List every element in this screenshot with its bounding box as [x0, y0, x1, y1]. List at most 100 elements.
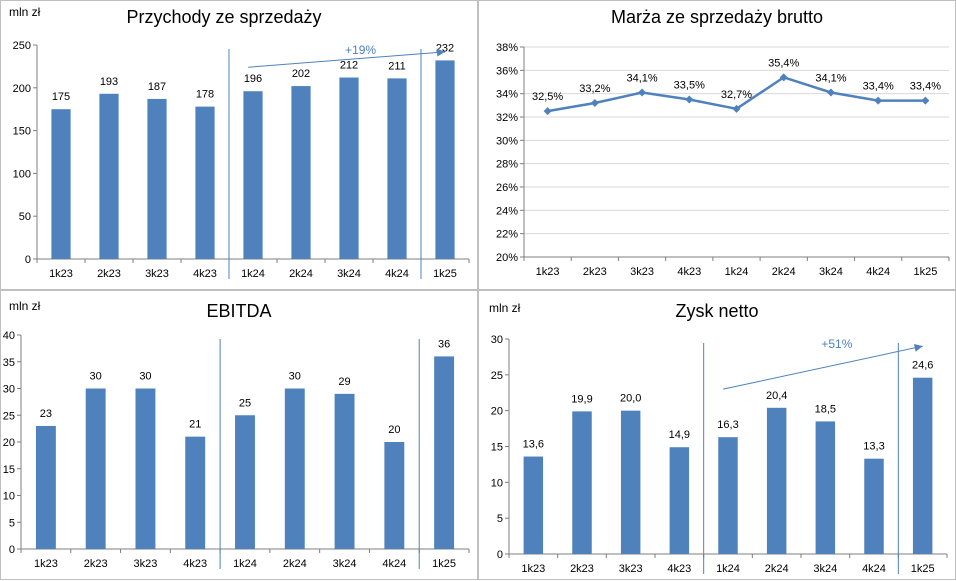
bar [85, 388, 106, 549]
data-label: 23 [40, 408, 52, 420]
y-tick-label: 20 [491, 406, 503, 418]
data-label: 211 [388, 60, 406, 72]
bar [434, 356, 455, 549]
data-label: 33,5% [674, 80, 705, 92]
y-axis-unit: mln zł [489, 301, 521, 315]
data-label: 16,3 [717, 419, 738, 431]
data-label: 30 [90, 371, 102, 383]
bar [135, 388, 156, 549]
bar [572, 411, 592, 554]
x-tick-label: 3k24 [333, 558, 357, 570]
gross-margin-chart-plot: 20% 22% 24% 26% 28% 30% 32% 34% 36% 38% 1k23 2k23 3k… [496, 42, 950, 278]
x-tick-label: 1k25 [913, 266, 937, 278]
bar [815, 421, 836, 554]
y-tick-label: 100 [13, 168, 31, 180]
bar [339, 77, 359, 259]
data-label: 33,2% [579, 83, 610, 95]
data-label: 25 [239, 397, 251, 409]
x-tick-label: 3k24 [819, 266, 843, 278]
data-label: 14,9 [669, 429, 690, 441]
y-tick-label: 24% [496, 205, 518, 217]
data-label: 33,4% [910, 81, 941, 93]
x-tick-label: 1k23 [536, 266, 560, 278]
data-label: 18,5 [815, 403, 836, 415]
data-label: 20 [388, 424, 400, 436]
y-tick-label: 40 [3, 330, 15, 342]
trend-arrow-line [723, 345, 923, 390]
x-tick-label: 2k24 [772, 266, 796, 278]
y-tick-label: 15 [491, 442, 503, 454]
bar [718, 437, 738, 554]
data-label: 178 [196, 89, 214, 101]
x-tick-label: 2k24 [289, 268, 313, 280]
x-tick-label: 2k23 [583, 266, 607, 278]
revenue-chart-plot: 0 50 100 150 200 250 1k23 2k23 3k23 4k23 1k24 2k24 3… [13, 40, 470, 280]
x-tick-label: 1k23 [34, 558, 58, 570]
trend-arrow-head [436, 48, 445, 57]
bar [387, 78, 407, 259]
y-tick-label: 22% [496, 229, 518, 241]
trend-arrow-head [914, 343, 923, 352]
y-tick-label: 30 [491, 334, 503, 346]
data-label: 13,6 [523, 439, 544, 451]
data-label: 175 [52, 91, 70, 103]
x-tick-label: 4k24 [382, 558, 406, 570]
x-tick-label: 3k24 [337, 268, 361, 280]
x-tick-label: 4k24 [385, 268, 409, 280]
y-tick-label: 25 [3, 410, 15, 422]
chart-title: Marża ze sprzedaży brutto [610, 7, 824, 27]
y-axis-unit: mln zł [9, 5, 41, 19]
y-tick-label: 200 [13, 83, 31, 95]
y-tick-label: 30% [496, 135, 518, 147]
y-tick-label: 0 [9, 544, 15, 556]
bar [669, 447, 690, 554]
y-tick-label: 30 [3, 384, 15, 396]
x-tick-label: 4k23 [193, 268, 217, 280]
y-tick-label: 0 [25, 254, 31, 266]
x-tick-label: 1k25 [911, 563, 935, 575]
x-tick-label: 1k23 [49, 268, 73, 280]
x-tick-label: 4k23 [677, 266, 701, 278]
y-tick-label: 10 [491, 477, 503, 489]
trend-annotation-label: +19% [345, 43, 376, 57]
bar [284, 388, 305, 549]
bar [523, 456, 544, 554]
chart-title: Przychody ze sprzedaży [126, 7, 322, 27]
data-label: 20,4 [766, 390, 787, 402]
bar [99, 93, 119, 260]
chart-title: Zysk netto [675, 301, 759, 321]
data-label: 13,3 [863, 441, 884, 453]
data-point [732, 104, 741, 113]
data-label: 30 [139, 371, 151, 383]
data-label: 29 [338, 376, 350, 388]
bar [51, 109, 71, 259]
data-point [921, 96, 930, 105]
net-profit-chart-panel: Zysk netto mln zł 0 5 10 15 20 25 30 1k23 2k23 3k… [478, 290, 956, 580]
x-tick-label: 1k25 [433, 268, 457, 280]
bar [766, 407, 787, 554]
bar [195, 106, 215, 259]
bar [147, 98, 167, 259]
bar [35, 425, 56, 549]
data-label: 24,6 [912, 360, 933, 372]
data-label: 202 [292, 68, 310, 80]
x-tick-label: 3k23 [145, 268, 169, 280]
ebitda-chart-panel: EBITDA mln zł 0 5 10 15 20 25 30 35 40 1k23 2k23 3k… [0, 290, 478, 580]
trend-annotation-label: +51% [821, 337, 852, 351]
x-tick-label: 1k23 [521, 563, 545, 575]
x-tick-label: 4k24 [866, 266, 890, 278]
bar [243, 91, 263, 259]
data-label: 33,4% [863, 81, 894, 93]
x-tick-label: 2k23 [84, 558, 108, 570]
x-tick-label: 2k23 [97, 268, 121, 280]
data-label: 32,7% [721, 89, 752, 101]
data-label: 196 [244, 73, 262, 85]
revenue-chart-panel: Przychody ze sprzedaży mln zł 0 50 100 150 2… [0, 0, 478, 290]
data-label: 21 [189, 419, 201, 431]
bar [291, 86, 311, 259]
y-tick-label: 20 [3, 437, 15, 449]
x-tick-label: 2k24 [765, 563, 789, 575]
bar [912, 377, 933, 554]
x-tick-label: 4k24 [862, 563, 886, 575]
data-point [638, 88, 647, 97]
